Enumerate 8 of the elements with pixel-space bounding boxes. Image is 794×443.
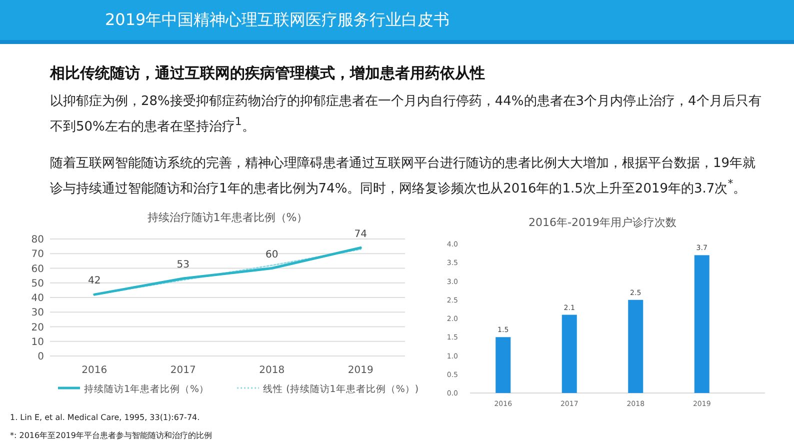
title: 2016年-2019年用户诊疗次数 — [528, 216, 676, 229]
subtitle: 相比传统随访，通过互联网的疾病管理模式，增加患者用药依从性 — [50, 64, 485, 83]
annotation: 1. Lin E, et al. Medical Care, 1995, 33(1):67-74. — [10, 412, 201, 424]
title: 持续治疗随访1年患者比例（%） — [147, 211, 308, 224]
annotation: 以抑郁症为例，28%接受抑郁症药物治疗的抑郁症患者在一个月内自行停药，44%的患者在3个月内停止治疗，4个月后只有不到50%左右的患者在坚持治疗$^{1}$。 — [50, 93, 762, 136]
title: 2019年中国精神心理互联网医疗服务行业白皮书 — [105, 10, 450, 31]
annotation: 随着互联网智能随访系统的完善，精神心理障碍患者通过互联网平台进行随访的患者比例大大增加，根据平台数据，19年就诊与持续通过智能随访和治疗1年的患者比例为74%。同时，网络复诊频次也从2016年的1.5次上升至2019年的3.7次$^{*}$。 — [50, 155, 757, 198]
annotation: *: 2016年至2019年平台患者参与智能随访和治疗的比例 — [10, 430, 213, 442]
